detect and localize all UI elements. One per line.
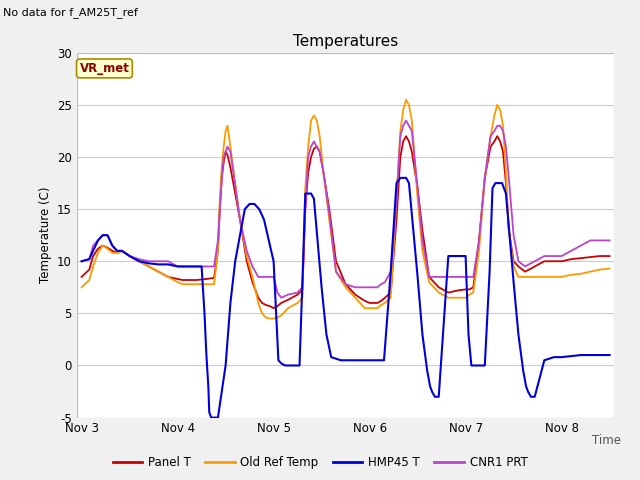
Y-axis label: Temperature (C): Temperature (C)	[38, 187, 51, 284]
Title: Temperatures: Temperatures	[293, 34, 398, 49]
Legend: Panel T, Old Ref Temp, HMP45 T, CNR1 PRT: Panel T, Old Ref Temp, HMP45 T, CNR1 PRT	[108, 452, 532, 474]
Text: VR_met: VR_met	[79, 62, 129, 75]
Text: No data for f_AM25T_ref: No data for f_AM25T_ref	[3, 7, 138, 18]
Text: Time: Time	[592, 434, 621, 447]
